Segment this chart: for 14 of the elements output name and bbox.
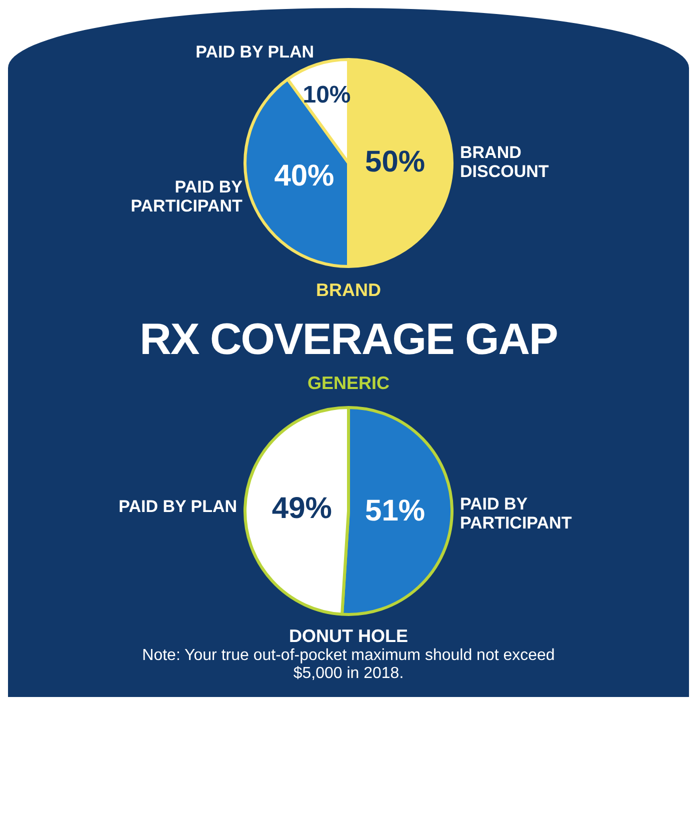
data-label: 51% <box>365 494 426 528</box>
data-label: 50% <box>365 145 426 178</box>
data-label: 40% <box>274 160 334 193</box>
text: Note: Your true out-of-pocket maximum should not exceed $5,000 in 2018. <box>141 647 556 683</box>
text: DONUT HOLE <box>288 626 409 647</box>
text: BRAND <box>315 280 382 301</box>
slice-label: BRAND DISCOUNT <box>460 143 550 182</box>
slice-label: PAID BY PARTICIPANT <box>130 178 244 216</box>
chart-title: GENERIC <box>306 373 390 394</box>
slice-label: PAID BY PLAN <box>196 42 314 62</box>
slice-label: PAID BY PARTICIPANT <box>460 494 572 533</box>
data-label: 49% <box>272 492 332 525</box>
slice-label: PAID BY PLAN <box>118 497 238 516</box>
text: RX COVERAGE GAP <box>138 315 558 365</box>
